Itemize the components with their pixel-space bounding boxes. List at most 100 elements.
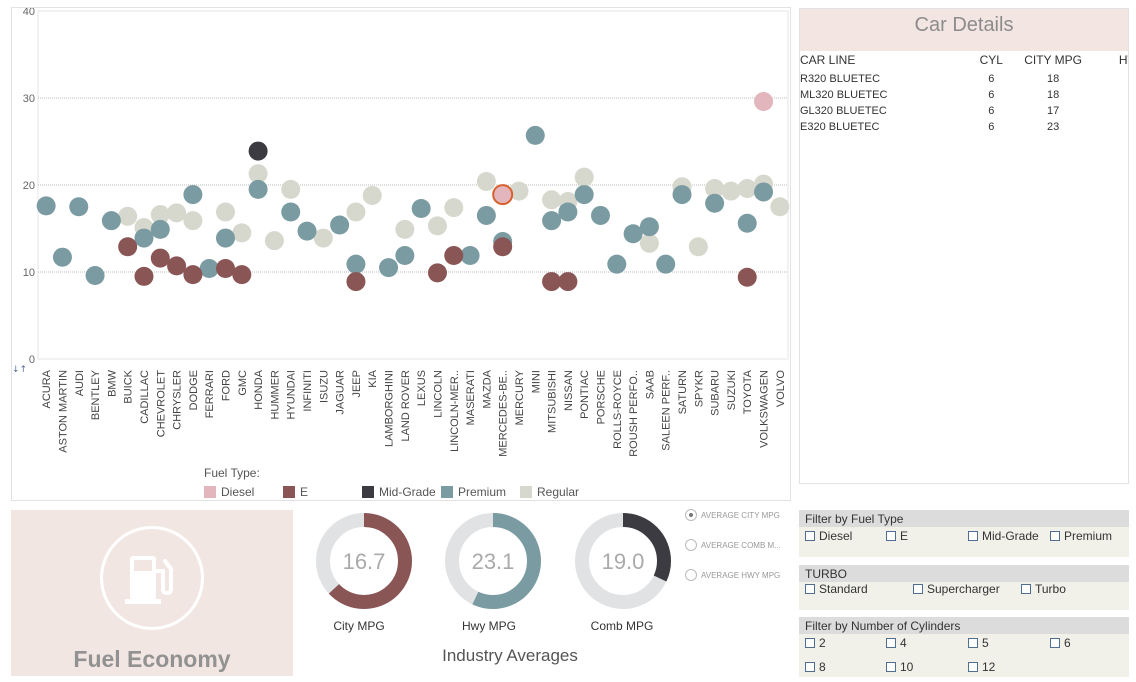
data-point[interactable]	[248, 179, 268, 199]
data-point[interactable]	[493, 237, 513, 257]
data-point[interactable]	[346, 254, 366, 274]
col-hwy-mpg[interactable]: HWY M	[1118, 53, 1128, 67]
data-point[interactable]	[85, 265, 105, 285]
data-point[interactable]	[36, 196, 56, 216]
data-point[interactable]	[476, 172, 496, 192]
data-point[interactable]	[167, 256, 187, 276]
data-point[interactable]	[216, 202, 235, 222]
legend-item-regular[interactable]: Regular	[520, 485, 579, 499]
data-point[interactable]	[542, 211, 562, 231]
data-point[interactable]	[264, 231, 284, 251]
data-point[interactable]	[737, 213, 757, 233]
filter-option-turbo[interactable]: Turbo	[1021, 582, 1066, 596]
data-point[interactable]	[705, 193, 725, 213]
data-point[interactable]	[672, 185, 692, 205]
filter-option-cyl-4[interactable]: 4	[886, 636, 907, 650]
filter-option-cyl-8[interactable]: 8	[805, 660, 826, 674]
data-point[interactable]	[574, 167, 594, 187]
col-cyl[interactable]: CYL	[979, 53, 1003, 67]
data-point[interactable]	[183, 211, 203, 231]
data-point[interactable]	[737, 178, 757, 198]
data-point[interactable]	[754, 182, 774, 202]
data-point[interactable]	[427, 216, 447, 236]
radio-circle[interactable]	[685, 509, 697, 521]
filter-option-cyl-6[interactable]: 6	[1050, 636, 1071, 650]
table-row[interactable]: E320 BLUETEC 6 23 32	[800, 119, 1128, 135]
data-point[interactable]	[427, 263, 447, 283]
checkbox[interactable]	[886, 662, 896, 672]
data-point[interactable]	[656, 254, 676, 274]
data-point[interactable]	[411, 198, 431, 218]
data-point[interactable]	[379, 258, 399, 278]
data-point[interactable]	[705, 178, 725, 198]
data-point[interactable]	[444, 245, 464, 265]
checkbox[interactable]	[805, 584, 815, 594]
data-point[interactable]	[134, 228, 154, 248]
checkbox[interactable]	[968, 662, 978, 672]
col-city-mpg[interactable]: CITY MPG	[1024, 53, 1083, 67]
radio-average-comb-mpg[interactable]: AVERAGE COMB M...	[685, 539, 781, 551]
data-point[interactable]	[509, 181, 529, 201]
data-point[interactable]	[460, 245, 480, 265]
data-point[interactable]	[118, 237, 138, 257]
data-point[interactable]	[688, 237, 708, 257]
data-point[interactable]	[183, 265, 203, 285]
radio-average-city-mpg[interactable]: AVERAGE CITY MPG	[685, 509, 780, 521]
data-point[interactable]	[199, 259, 219, 279]
data-point[interactable]	[639, 217, 659, 237]
data-point[interactable]	[297, 221, 317, 241]
col-car-line[interactable]: CAR LINE	[800, 53, 856, 67]
data-point[interactable]	[558, 202, 578, 222]
data-point[interactable]	[754, 91, 774, 111]
filter-option-standard[interactable]: Standard	[805, 582, 868, 596]
data-point[interactable]	[134, 266, 154, 286]
data-point[interactable]	[591, 205, 610, 225]
checkbox[interactable]	[805, 662, 815, 672]
data-point[interactable]	[167, 203, 187, 223]
checkbox[interactable]	[1021, 584, 1031, 594]
radio-circle[interactable]	[685, 539, 697, 551]
radio-circle[interactable]	[685, 569, 697, 581]
filter-option-cyl-12[interactable]: 12	[968, 660, 995, 674]
table-row[interactable]: GL320 BLUETEC 6 17 23	[800, 103, 1128, 119]
data-point[interactable]	[770, 197, 790, 217]
checkbox[interactable]	[1050, 531, 1060, 541]
legend-item-premium[interactable]: Premium	[441, 485, 506, 499]
data-point[interactable]	[101, 211, 121, 231]
data-point[interactable]	[525, 125, 545, 145]
data-point[interactable]	[69, 197, 89, 217]
data-point[interactable]	[395, 245, 415, 265]
data-point[interactable]	[183, 185, 203, 205]
data-point[interactable]	[52, 247, 72, 267]
checkbox[interactable]	[805, 638, 815, 648]
data-point[interactable]	[330, 215, 350, 235]
data-point[interactable]	[476, 205, 496, 225]
data-point[interactable]	[542, 272, 562, 292]
checkbox[interactable]	[886, 531, 896, 541]
filter-option-cyl-5[interactable]: 5	[968, 636, 989, 650]
filter-option-mid-grade[interactable]: Mid-Grade	[968, 529, 1039, 543]
data-point[interactable]	[444, 198, 464, 218]
data-point[interactable]	[395, 219, 415, 239]
data-point[interactable]	[216, 228, 235, 248]
checkbox[interactable]	[913, 584, 923, 594]
data-point[interactable]	[248, 164, 268, 184]
data-point[interactable]	[313, 228, 333, 248]
filter-option-cyl-2[interactable]: 2	[805, 636, 826, 650]
checkbox[interactable]	[886, 638, 896, 648]
checkbox[interactable]	[968, 638, 978, 648]
legend-item-mid-grade[interactable]: Mid-Grade	[362, 485, 436, 499]
data-point[interactable]	[558, 272, 578, 292]
legend-item-e[interactable]: E	[283, 485, 308, 499]
filter-option-cyl-10[interactable]: 10	[886, 660, 913, 674]
data-point[interactable]	[281, 202, 301, 222]
data-point[interactable]	[216, 259, 235, 279]
data-point[interactable]	[232, 265, 252, 285]
data-point[interactable]	[737, 267, 757, 287]
legend-item-diesel[interactable]: Diesel	[204, 485, 254, 499]
data-point[interactable]	[248, 141, 268, 161]
data-point[interactable]	[607, 254, 627, 274]
data-point[interactable]	[574, 185, 594, 205]
data-point[interactable]	[721, 181, 741, 201]
data-point[interactable]	[281, 179, 301, 199]
